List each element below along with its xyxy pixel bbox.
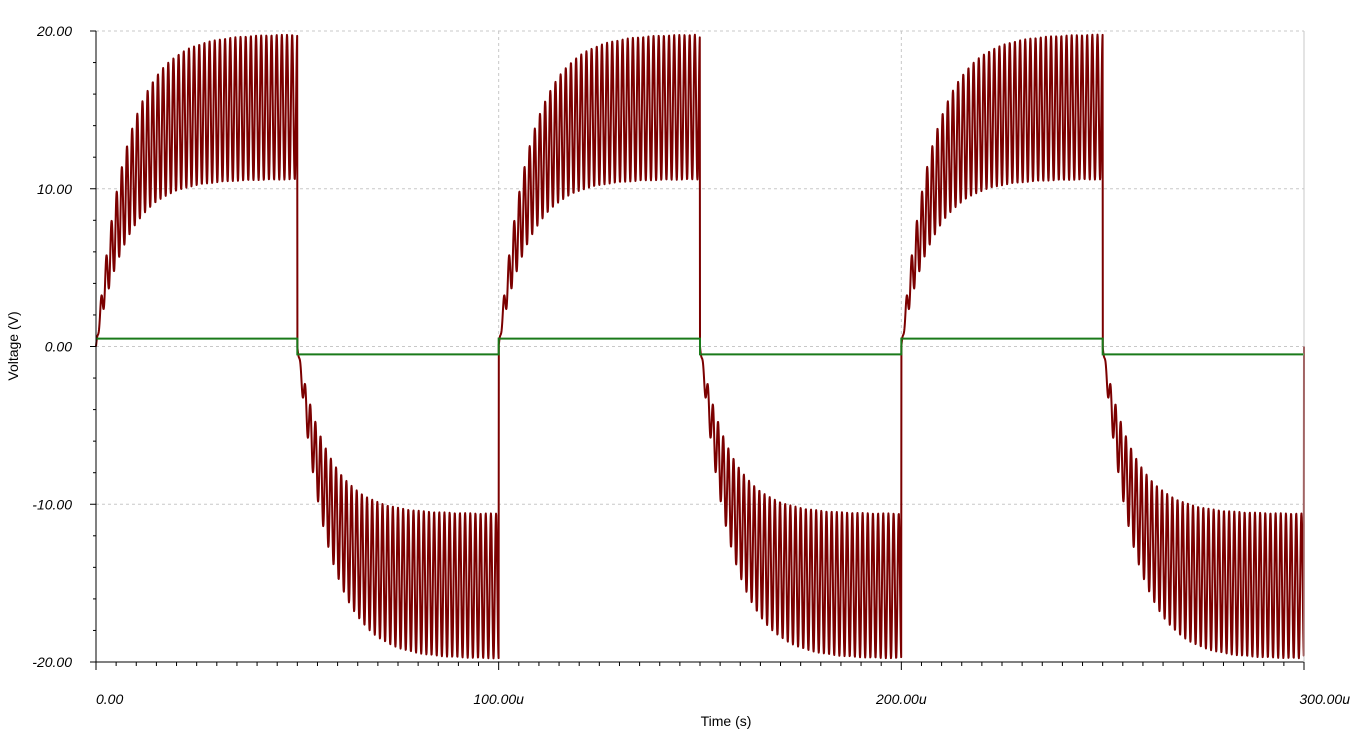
x-tick-label: 300.00u: [1299, 691, 1350, 707]
y-axis-title: Voltage (V): [5, 311, 21, 380]
tick-labels: 20.00 10.00 0.00 -10.00 -20.00 0.00 100.00u 200…: [32, 23, 1350, 707]
y-tick-label: 10.00: [37, 181, 72, 197]
x-axis-title: Time (s): [701, 713, 752, 729]
y-tick-label: -20.00: [32, 654, 72, 670]
y-tick-label: 0.00: [45, 339, 72, 355]
x-tick-label: 0.00: [96, 691, 123, 707]
x-tick-label: 200.00u: [875, 691, 927, 707]
series-line-square-wave: [96, 337, 1304, 356]
y-tick-label: -10.00: [32, 496, 72, 512]
y-tick-label: 20.00: [36, 23, 72, 39]
series-layer: [95, 33, 1305, 660]
x-tick-label: 100.00u: [473, 691, 524, 707]
axes: [90, 30, 1305, 670]
